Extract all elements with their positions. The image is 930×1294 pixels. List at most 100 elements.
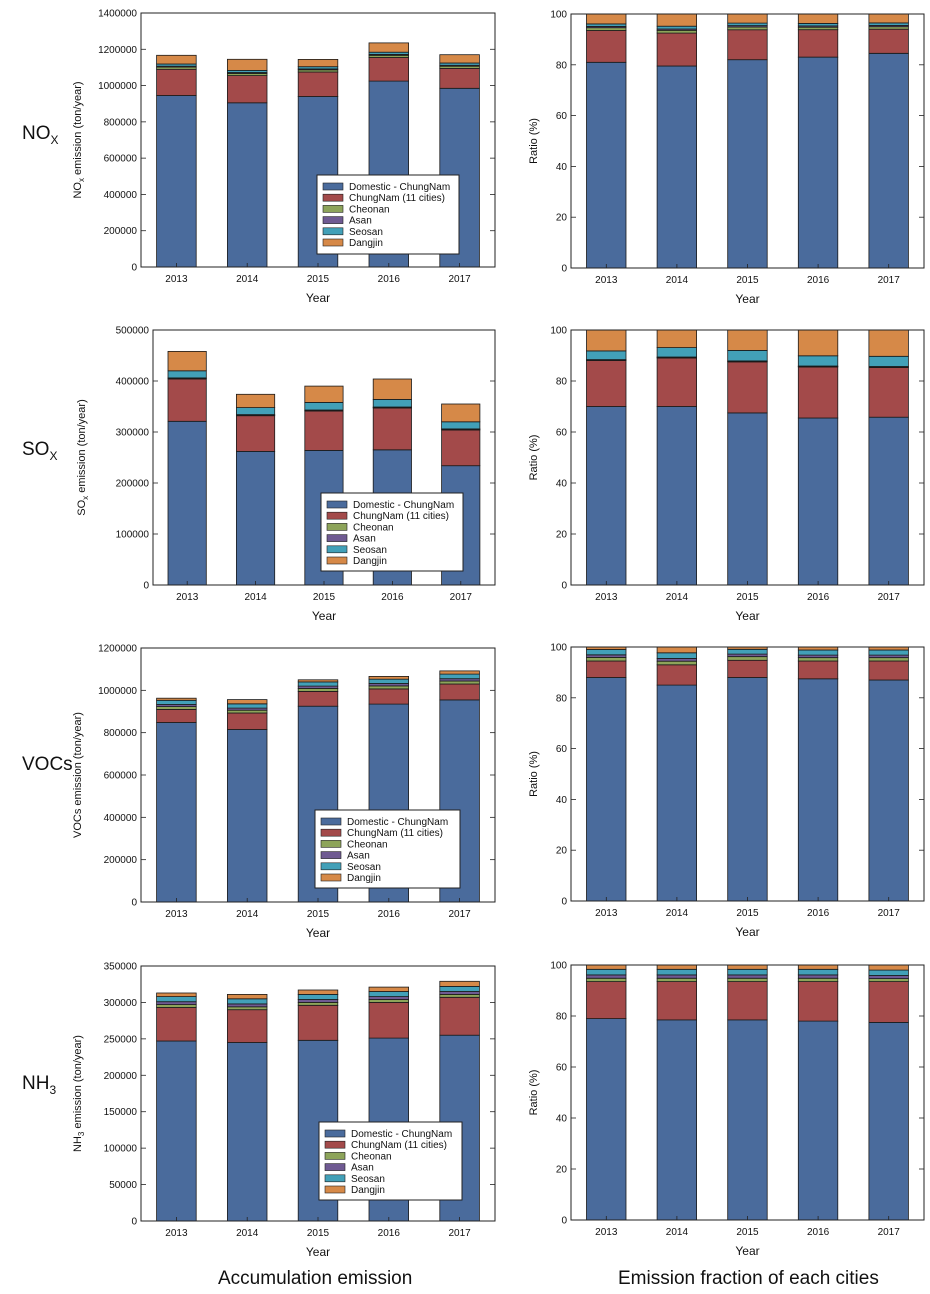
nox-ratio-bar-2015-cheonan (727, 26, 768, 31)
nox-ratio-bar-2013-chungnam-11-cities- (586, 30, 627, 63)
sox-ratio-bar-2013-seosan (586, 350, 627, 360)
nh3-emission-ytick-label: 250000 (104, 1034, 138, 1045)
sox-ratio-bar-2014-dangjin (656, 329, 697, 349)
sox-emission-bar-2016-dangjin (372, 378, 412, 400)
nh3-ratio-yaxis-label: Ratio (%) (528, 1070, 540, 1116)
nox-ratio-bar-2017-chungnam-11-cities- (868, 28, 909, 54)
sox-emission-xtick-label: 2015 (313, 592, 336, 603)
vocs-emission-bar-2013-chungnam-11-cities- (156, 709, 197, 723)
nox-ratio-bar-2014-dangjin (656, 13, 697, 27)
nh3-emission-bar-2014-chungnam-11-cities- (226, 1009, 268, 1043)
nox-ratio-bar-2017-dangjin (868, 13, 909, 24)
sox-emission-ytick-label: 200000 (116, 479, 150, 490)
nh3-emission-legend-swatch (324, 1163, 346, 1171)
vocs-emission-xtick-label: 2017 (448, 909, 471, 920)
vocs-emission-ytick-label: 200000 (104, 855, 138, 866)
sox-emission-row-label: SOX (22, 439, 57, 463)
nh3-emission-bar-2015-seosan (297, 994, 339, 1000)
sox-emission-legend-label: ChungNam (11 cities) (353, 511, 449, 522)
sox-emission-ytick-label: 100000 (116, 530, 150, 541)
sox-emission-bar-2016-chungnam-11-cities- (372, 407, 412, 451)
nh3-emission-xtick-label: 2016 (378, 1228, 401, 1239)
nox-emission-bar-2014-chungnam-11-cities- (226, 75, 268, 104)
sox-emission-xtick-label: 2014 (244, 592, 267, 603)
nox-ratio-bar-2013-dangjin (586, 13, 627, 25)
nox-ratio-xtick-label: 2013 (595, 275, 618, 286)
nh3-ratio-bar-2017-dangjin (868, 964, 909, 971)
nh3-emission-bar-2016-dangjin (368, 986, 409, 992)
vocs-emission-bar-2013-dangjin (156, 697, 197, 701)
nox-ratio-xtick-label: 2016 (807, 275, 830, 286)
nh3-ratio-bar-2013-seosan (586, 968, 627, 976)
vocs-ratio-bar-2016-chungnam-11-cities- (797, 660, 839, 680)
vocs-emission-bar-2014-seosan (226, 703, 268, 709)
vocs-ratio-bar-2014-asan (656, 658, 697, 662)
nh3-ratio-bar-2014-dangjin (656, 964, 697, 970)
sox-emission-bar-2015-seosan (304, 401, 344, 411)
vocs-ratio-bar-2017-chungnam-11-cities- (868, 660, 909, 681)
nh3-emission-bar-2016-cheonan (368, 999, 409, 1003)
nh3-emission-bar-2013-dangjin (156, 992, 197, 997)
sox-emission-bar-2013-dangjin (167, 350, 207, 372)
sox-emission-bar-2014-seosan (235, 407, 276, 415)
vocs-ratio-bar-2015-cheonan (727, 656, 768, 661)
sox-emission-ytick-label: 400000 (116, 377, 150, 388)
nh3-emission-legend-swatch (324, 1140, 346, 1149)
nh3-emission-legend-label: Domestic - ChungNam (351, 1129, 452, 1140)
sox-ratio-xtick-label: 2014 (666, 592, 689, 603)
nox-emission-legend-swatch (322, 227, 344, 236)
vocs-ratio-xaxis-label: Year (735, 925, 759, 939)
nh3-ratio-xtick-label: 2015 (736, 1227, 759, 1238)
nh3-ratio-bar-2014-cheonan (656, 977, 697, 982)
sox-ratio-xaxis-label: Year (735, 609, 759, 623)
vocs-ratio-chart: 2013 2014 2015 2016 2017 0 20 40 60 80 100 Year Rati… (528, 643, 925, 939)
sox-ratio-bar-2015-dangjin (727, 329, 768, 351)
sox-ratio-bar-2017-domestic-chungnam (868, 416, 909, 586)
nox-emission-ytick-label: 600000 (104, 154, 138, 165)
nh3-ratio-bar-2014-domestic-chungnam (656, 1019, 697, 1221)
sox-ratio-bar-2013-dangjin (586, 329, 627, 352)
nh3-emission-legend-label: Dangjin (351, 1185, 385, 1196)
nh3-emission-xtick-label: 2015 (307, 1228, 330, 1239)
nox-ratio-bar-2016-chungnam-11-cities- (797, 29, 839, 58)
nox-emission-bar-2013-dangjin (156, 54, 197, 65)
nh3-emission-bar-2014-seosan (226, 998, 268, 1005)
sox-emission-legend-swatch (326, 500, 348, 509)
nh3-emission-bar-2016-asan (368, 996, 409, 1000)
sox-ratio-bar-2013-chungnam-11-cities- (586, 360, 627, 407)
nh3-emission-bar-2017-cheonan (439, 994, 480, 998)
sox-ratio-chart: 2013 2014 2015 2016 2017 0 20 40 60 80 100 Year Rati… (528, 326, 925, 623)
nh3-ratio-chart: 2013 2014 2015 2016 2017 0 20 40 60 80 100 Year Rati… (528, 961, 925, 1258)
nox-ratio-bar-2015-chungnam-11-cities- (727, 29, 768, 61)
nox-ratio-bar-2013-domestic-chungnam (586, 61, 627, 269)
nox-ratio-bar-2014-chungnam-11-cities- (656, 32, 697, 67)
vocs-emission-bar-2014-chungnam-11-cities- (226, 712, 268, 730)
nox-ratio-bar-2016-dangjin (797, 13, 839, 24)
nox-emission-legend-label: Dangjin (349, 238, 383, 249)
sox-ratio-bar-2017-seosan (868, 355, 909, 367)
nh3-ratio-bar-2013-domestic-chungnam (586, 1018, 627, 1221)
sox-emission-bar-2017-seosan (441, 421, 481, 430)
nox-emission-legend-label: Cheonan (349, 204, 390, 215)
vocs-ratio-plot-frame (570, 646, 925, 902)
nox-emission-bar-2017-chungnam-11-cities- (439, 67, 480, 89)
nox-ratio-bar-2013-cheonan (586, 27, 627, 31)
nh3-ratio-bar-2014-asan (656, 974, 697, 979)
nox-ratio-ytick-label: 80 (556, 60, 568, 71)
nox-emission-xaxis-label: Year (306, 291, 330, 305)
sox-ratio-bar-2015-chungnam-11-cities- (727, 361, 768, 414)
nox-emission-bar-2016-dangjin (368, 42, 409, 53)
nox-ratio-bar-2015-dangjin (727, 13, 768, 24)
nh3-ratio-xtick-label: 2016 (807, 1227, 830, 1238)
sox-ratio-bar-2016-dangjin (797, 329, 839, 357)
nh3-emission-xtick-label: 2017 (448, 1228, 471, 1239)
nh3-ratio-bar-2013-cheonan (586, 977, 627, 982)
nox-emission-legend-swatch (322, 216, 344, 224)
nh3-ratio-bar-2015-cheonan (727, 977, 768, 982)
nox-emission-bar-2017-seosan (439, 62, 480, 66)
nh3-emission-bar-2013-asan (156, 1001, 197, 1006)
nox-emission-chart: 2013 2014 2015 2016 2017 0 200000 400000 600000 8… (22, 9, 496, 305)
nh3-emission-legend-label: Seosan (351, 1174, 385, 1185)
